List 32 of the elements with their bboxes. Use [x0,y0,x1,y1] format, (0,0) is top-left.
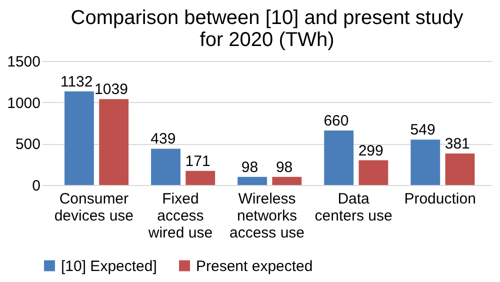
legend-label: Present expected [196,258,313,275]
y-tick-label: 1000 [7,94,40,112]
data-label: 1132 [60,73,93,90]
bar [151,148,180,185]
data-label: 98 [241,158,258,176]
y-tick-label: 500 [15,136,40,154]
legend-label: [10] Expected] [61,258,157,275]
y-tick-label: 0 [32,178,40,194]
x-tick-label: Production [404,190,476,208]
bar [324,130,354,185]
bar [410,140,440,185]
data-label: 660 [324,112,349,130]
y-tick-label: 1500 [7,54,40,70]
bar [64,91,94,185]
bar [99,99,129,185]
data-label: 439 [150,130,176,148]
data-label: 171 [185,152,210,170]
x-tick-label: Consumer devices use [54,190,134,224]
x-tick-label: Data centers use [314,190,392,224]
bar [272,176,302,185]
data-label: 381 [444,136,470,153]
bar [238,176,267,185]
x-tick-label: Fixed access wired use [147,190,213,242]
chart-title: Comparison between [10] and present study for 2020 (TWh) [70,7,464,51]
bar [186,170,216,185]
data-label: 299 [358,142,384,160]
bar [358,160,388,185]
x-tick-label: Wireless networks access use [229,190,305,242]
data-label: 98 [276,158,293,176]
data-label: 1039 [94,81,128,98]
bar [445,154,475,185]
data-label: 549 [410,122,436,139]
